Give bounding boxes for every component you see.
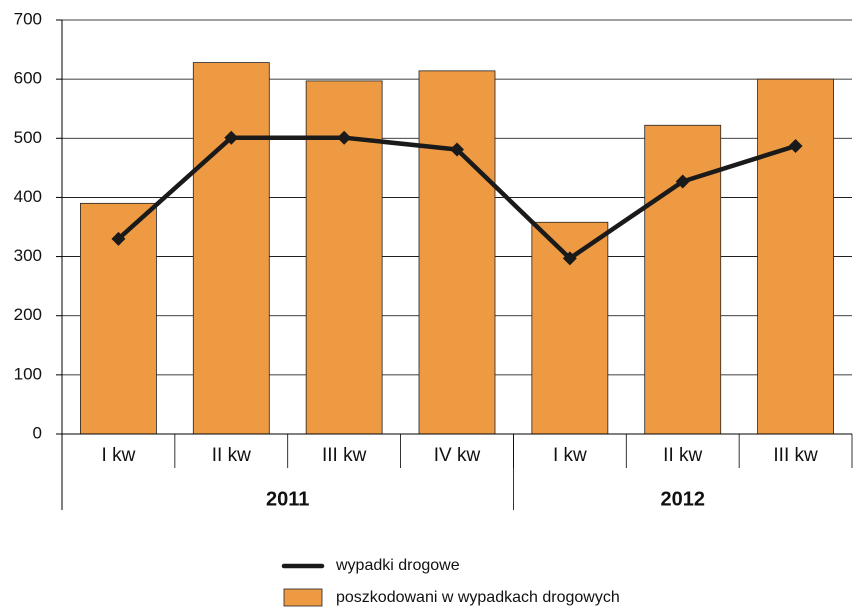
y-tick-label: 500	[14, 128, 42, 147]
x-tick-label: IV kw	[434, 445, 481, 466]
y-tick-label: 0	[33, 423, 42, 442]
y-tick-label: 300	[14, 246, 42, 265]
bar	[192, 62, 270, 435]
y-tick-label: 400	[14, 187, 42, 206]
group-label: 2011	[266, 488, 309, 510]
x-tick-label: III kw	[322, 445, 367, 466]
legend-swatch	[283, 588, 323, 607]
legend-label: wypadki drogowe	[335, 557, 460, 574]
x-tick-label: III kw	[773, 445, 818, 466]
y-tick-label: 700	[14, 9, 42, 28]
y-tick-label: 600	[14, 69, 42, 88]
y-tick-label: 200	[14, 305, 42, 324]
x-tick-label: II kw	[212, 445, 251, 466]
line-marker	[111, 231, 126, 246]
bar	[757, 78, 834, 435]
line-marker	[562, 251, 577, 266]
x-tick-label: I kw	[102, 445, 136, 466]
x-tick-label: I kw	[553, 445, 587, 466]
line-marker	[675, 174, 690, 189]
group-label: 2012	[660, 488, 705, 510]
y-tick-label: 100	[14, 364, 42, 383]
x-tick-label: II kw	[663, 445, 702, 466]
line-marker	[224, 130, 239, 145]
line-marker	[788, 138, 803, 153]
line-marker	[337, 130, 352, 145]
legend-label: poszkodowani w wypadkach drogowych	[336, 589, 620, 606]
line-marker	[450, 142, 464, 157]
bar	[418, 70, 496, 435]
